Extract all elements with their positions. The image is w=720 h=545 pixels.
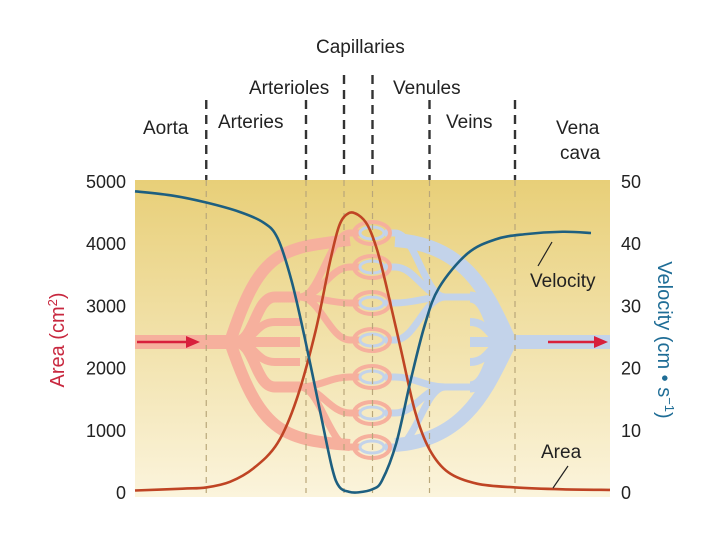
flow-arrows: [137, 336, 608, 348]
right-tick-label: 50: [621, 172, 641, 192]
arteriole-vessel: [299, 293, 360, 344]
capillary-bed: [352, 254, 392, 280]
capillary-bed-inner: [358, 439, 386, 455]
right-tick-label: 40: [621, 234, 641, 254]
right-axis-title: Velocity (cm • s−1): [653, 261, 677, 418]
segment-label-venules: Venules: [393, 78, 461, 99]
right-tick-label: 30: [621, 296, 641, 316]
left-tick-label: 0: [116, 483, 126, 503]
series-line-area: [134, 211, 611, 492]
right-tick-label: 0: [621, 483, 631, 503]
segment-label-arterioles: Arterioles: [249, 78, 329, 99]
artery-branch: [233, 336, 300, 393]
capillary-bed: [352, 220, 392, 246]
right-tick-label: 10: [621, 421, 641, 441]
capillary-bed-inner: [358, 405, 386, 421]
artery-arc-upper: [224, 234, 351, 344]
tick-labels: 0 1000 2000 3000 4000 5000 0 10 20 30 40 50: [86, 172, 641, 503]
segment-label-capillaries: Capillaries: [316, 37, 405, 58]
flow-arrow-in-head: [186, 336, 200, 348]
venule-vessel: [385, 293, 470, 344]
segment-boundaries: [205, 75, 517, 493]
right-tick-label: 20: [621, 359, 641, 379]
area-callout-label: Area: [541, 442, 582, 463]
left-axis-title: Area (cm2): [45, 292, 69, 387]
capillary-bed: [352, 364, 392, 390]
vein-arc-lower: [394, 338, 517, 452]
capillary-bed-inner: [358, 295, 386, 311]
left-tick-label: 4000: [86, 234, 126, 254]
segment-label-vena: Vena: [556, 118, 600, 139]
segment-label-aorta: Aorta: [143, 118, 189, 139]
vein-arc-upper: [394, 233, 517, 346]
vessel-illustration: [135, 220, 610, 460]
vein-branch: [468, 336, 507, 393]
series-line-velocity: [134, 190, 592, 494]
area-callout-line: [552, 465, 569, 489]
left-tick-label: 5000: [86, 172, 126, 192]
left-tick-label: 2000: [86, 359, 126, 379]
left-tick-label: 3000: [86, 296, 126, 316]
velocity-callout-label: Velocity: [530, 271, 596, 292]
left-tick-label: 1000: [86, 421, 126, 441]
flow-arrow-out-head: [594, 336, 608, 348]
segment-label-veins: Veins: [446, 112, 492, 133]
data-curves: [134, 190, 611, 494]
segment-label-cava: cava: [560, 143, 601, 164]
velocity-callout-line: [537, 241, 553, 267]
segment-label-arteries: Arteries: [218, 112, 283, 133]
